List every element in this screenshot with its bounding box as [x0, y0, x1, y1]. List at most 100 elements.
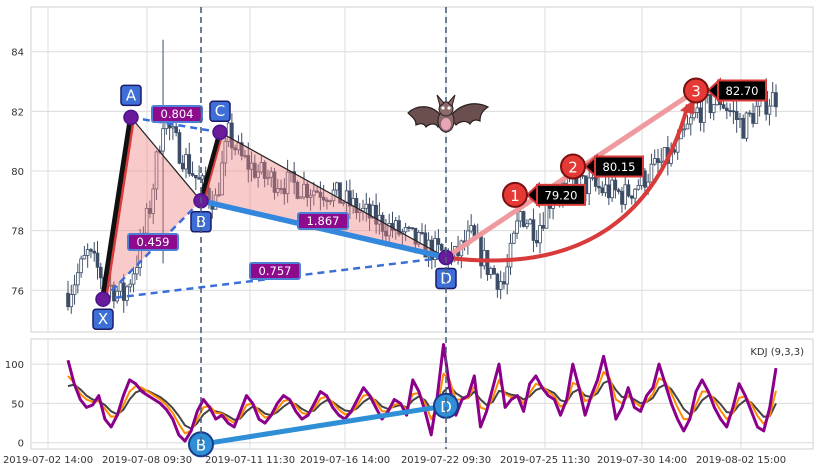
candle-body [518, 211, 523, 222]
bat-ear-left [436, 94, 445, 107]
candle-body [308, 194, 313, 198]
candle-body [393, 220, 398, 231]
candle-body [161, 128, 165, 152]
candle-body [469, 225, 473, 232]
candle-body [334, 182, 339, 191]
candle-body [82, 254, 87, 260]
candle-body [174, 126, 178, 134]
candle-body [275, 188, 280, 193]
candle-body [325, 199, 329, 202]
candle-body [597, 185, 601, 189]
candle-body [505, 266, 510, 285]
ratio-label-box [127, 233, 179, 251]
candle-body [656, 158, 660, 163]
kdj-y-tick-label: 50 [11, 399, 24, 410]
candle-body [243, 155, 247, 157]
candle-body [439, 244, 444, 251]
candle-body [98, 266, 103, 279]
ratio-label-box [297, 212, 349, 230]
candle-body [292, 171, 296, 183]
candle-body [69, 294, 74, 308]
bat-wing-right [449, 103, 490, 126]
ratio-label: 0.804 [161, 107, 194, 121]
candle-body [528, 219, 532, 225]
candle-body [492, 267, 496, 275]
candle-body [698, 107, 703, 123]
candle-body [262, 162, 267, 179]
candle-body [341, 202, 346, 204]
candle-body [721, 104, 726, 109]
candle-body [416, 232, 421, 245]
point-label-box [120, 84, 142, 107]
pattern-point-x [95, 291, 111, 307]
kdj-bd-line [200, 403, 447, 447]
candle-body [508, 242, 513, 268]
bat-ear-right [447, 94, 456, 107]
dashed-ac [130, 116, 221, 134]
candle-body [587, 177, 591, 195]
candle-body [502, 281, 506, 285]
candle-body [420, 232, 424, 234]
candle-body [708, 94, 713, 114]
point-label-box [209, 100, 231, 122]
candle-body [626, 184, 631, 197]
candle-body [239, 142, 244, 157]
candle-body [544, 203, 549, 229]
bat-eye-left [441, 106, 445, 110]
point-label-a: A [126, 86, 137, 104]
candle-body [728, 110, 732, 113]
bat-head [438, 101, 454, 117]
target-number-3: 3 [691, 82, 701, 100]
candle-body [600, 187, 605, 194]
candle-body [72, 284, 77, 295]
candle-body [747, 112, 752, 115]
x-tick-label: 2019-07-25 11:30 [500, 455, 590, 466]
candle-body [744, 112, 749, 139]
candle-body [328, 200, 333, 203]
candle-body [259, 162, 264, 173]
candle-body [407, 226, 411, 229]
candle-body [338, 182, 342, 204]
candle-body [525, 223, 529, 227]
candle-body [384, 230, 388, 237]
candle-body [85, 249, 90, 256]
candles [66, 39, 778, 314]
price-y-tick-label: 78 [11, 227, 24, 238]
candle-body [541, 225, 546, 229]
kdj-y-tick-label: 100 [5, 360, 24, 371]
x-axis-ticks: 2019-07-02 14:00 2019-07-08 09:30 2019-07-… [3, 455, 786, 466]
candle-body [754, 105, 759, 124]
candle-body [538, 225, 542, 244]
candle-body [620, 191, 624, 205]
target-value-label: 82.70 [726, 84, 759, 98]
candle-body [695, 107, 700, 113]
candle-body [590, 176, 595, 179]
candle-body [489, 267, 493, 275]
candle-body [515, 220, 519, 234]
price-y-ticks: 76 78 80 82 84 [11, 48, 24, 298]
target-value-label: 79.20 [545, 188, 578, 202]
x-tick-label: 2019-07-02 14:00 [3, 455, 93, 466]
point-label-box [92, 308, 114, 330]
price-y-tick-label: 84 [11, 48, 24, 59]
candle-body [197, 177, 201, 180]
bat-icon [407, 94, 490, 133]
candle-body [682, 128, 687, 131]
pattern-vertical-lines [200, 7, 447, 449]
candle-body [190, 173, 195, 176]
candle-body [387, 223, 392, 237]
point-label-c: C [215, 102, 225, 120]
candle-body [269, 171, 274, 178]
candle-body [216, 194, 221, 197]
candle-body [220, 162, 224, 196]
candle-body [285, 171, 290, 195]
candle-body [194, 174, 198, 179]
candle-body [125, 286, 129, 301]
candle-body [128, 283, 133, 288]
x-tick-label: 2019-07-30 14:00 [597, 455, 687, 466]
candle-body [148, 207, 152, 214]
candle-body [498, 281, 503, 290]
candle-body [348, 190, 352, 207]
x-tick-label: 2019-07-11 11:30 [205, 455, 295, 466]
